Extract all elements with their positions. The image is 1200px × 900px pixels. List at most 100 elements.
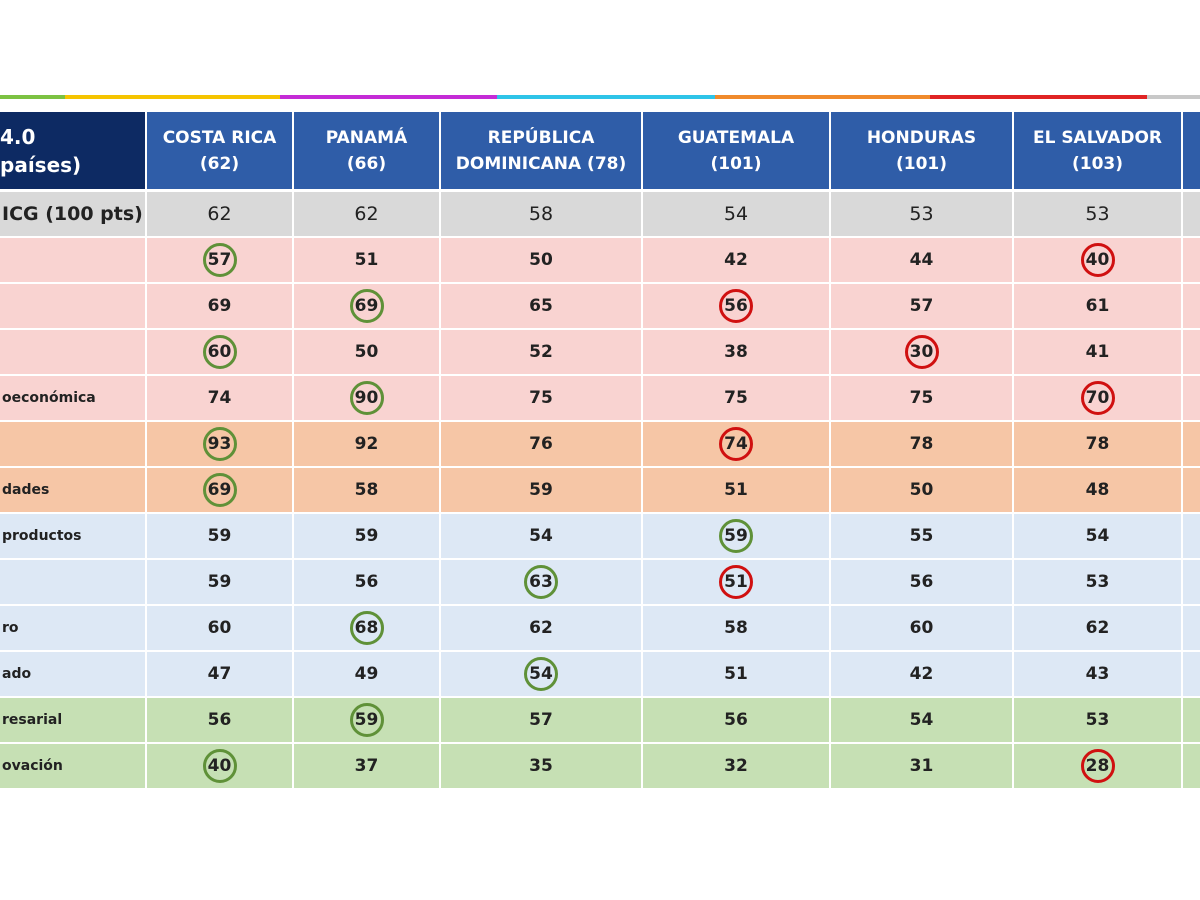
value: 56 xyxy=(724,710,748,730)
value-cell: 65 xyxy=(441,284,641,328)
value-cell: 41 xyxy=(1014,330,1181,374)
value-cell: 62 xyxy=(147,192,292,236)
value-cell: 48 xyxy=(1014,468,1181,512)
value-cell: 51 xyxy=(294,238,439,282)
highlight-circle xyxy=(719,427,753,461)
value: 54 xyxy=(529,526,553,546)
value-cell: 44 xyxy=(831,238,1012,282)
column-header xyxy=(1183,112,1200,189)
value-cell: 51 xyxy=(643,652,829,696)
value: 78 xyxy=(1085,434,1110,454)
highlight-circle xyxy=(202,427,237,461)
value: 62 xyxy=(529,618,553,638)
value-cell: 54 xyxy=(643,192,829,236)
row-label xyxy=(0,560,145,604)
value-cell: 78 xyxy=(1014,422,1181,466)
highlight-circle xyxy=(349,611,384,645)
row-label: ro xyxy=(0,606,145,650)
value-cell: 56 xyxy=(643,698,829,742)
value: 65 xyxy=(529,296,553,316)
highlight-circle xyxy=(349,289,384,323)
value: 59 xyxy=(207,572,232,592)
value-cell: 43 xyxy=(1014,652,1181,696)
header-text: PANAMÁ xyxy=(325,127,408,148)
value: 62 xyxy=(207,203,232,225)
value-cell: 50 xyxy=(831,468,1012,512)
highlight-circle xyxy=(1080,243,1115,277)
column-header: REPÚBLICA DOMINICANA (78) xyxy=(441,112,641,189)
value-cell: 40 xyxy=(147,744,292,788)
value: 53 xyxy=(909,203,934,225)
value: 56 xyxy=(909,572,934,592)
highlight-circle xyxy=(524,565,558,599)
value-cell: 50 xyxy=(441,238,641,282)
header-text: GUATEMALA xyxy=(677,127,795,148)
value-cell: 42 xyxy=(831,652,1012,696)
row-label: ado xyxy=(0,652,145,696)
value: 55 xyxy=(909,526,934,546)
value-cell: 54 xyxy=(441,652,641,696)
highlight-circle xyxy=(202,749,237,783)
value-cell: 51 xyxy=(643,560,829,604)
corner-text: países) xyxy=(0,152,82,177)
value-cell: 59 xyxy=(147,514,292,558)
value-cell: 75 xyxy=(441,376,641,420)
value-cell xyxy=(1183,238,1200,282)
value-cell: 59 xyxy=(643,514,829,558)
value: 47 xyxy=(207,664,232,684)
value: 59 xyxy=(207,526,232,546)
row-label: resarial xyxy=(0,698,145,742)
value: 60 xyxy=(909,618,934,638)
value: 44 xyxy=(909,250,934,270)
value: 51 xyxy=(354,250,379,270)
value-cell: 55 xyxy=(831,514,1012,558)
value-cell: 54 xyxy=(831,698,1012,742)
value: 42 xyxy=(909,664,934,684)
column-header: COSTA RICA (62) xyxy=(147,112,292,189)
row-label xyxy=(0,422,145,466)
value-cell: 68 xyxy=(294,606,439,650)
value-cell: 49 xyxy=(294,652,439,696)
highlight-circle xyxy=(349,381,384,415)
value: 54 xyxy=(909,710,934,730)
value: 50 xyxy=(529,250,553,270)
value-cell: 51 xyxy=(643,468,829,512)
row-label: ICG (100 pts) xyxy=(0,192,145,236)
value: 60 xyxy=(207,618,232,638)
value: 57 xyxy=(529,710,553,730)
value: 42 xyxy=(724,250,748,270)
value-cell: 60 xyxy=(147,606,292,650)
value: 58 xyxy=(724,618,748,638)
highlight-circle xyxy=(719,565,753,599)
value: 37 xyxy=(354,756,379,776)
value-cell xyxy=(1183,514,1200,558)
value-cell: 70 xyxy=(1014,376,1181,420)
value: 57 xyxy=(909,296,934,316)
value-cell: 57 xyxy=(147,238,292,282)
value-cell: 69 xyxy=(147,468,292,512)
color-stripe xyxy=(65,95,280,99)
row-label: dades xyxy=(0,468,145,512)
highlight-circle xyxy=(202,335,237,369)
value-cell: 63 xyxy=(441,560,641,604)
header-text: HONDURAS xyxy=(866,127,977,148)
value-cell: 53 xyxy=(1014,560,1181,604)
value-cell: 74 xyxy=(643,422,829,466)
value: 50 xyxy=(909,480,934,500)
header-text: (101) xyxy=(710,153,762,174)
value-cell: 38 xyxy=(643,330,829,374)
corner-text: 4.0 xyxy=(0,124,36,149)
value: 62 xyxy=(354,203,379,225)
value: 54 xyxy=(1085,526,1110,546)
value-cell: 75 xyxy=(643,376,829,420)
value: 59 xyxy=(529,480,553,500)
value-cell: 58 xyxy=(294,468,439,512)
value-cell: 31 xyxy=(831,744,1012,788)
value-cell: 92 xyxy=(294,422,439,466)
value: 43 xyxy=(1085,664,1110,684)
header-text: (62) xyxy=(199,153,240,174)
color-stripe xyxy=(0,95,65,99)
value-cell: 56 xyxy=(147,698,292,742)
value-cell: 62 xyxy=(294,192,439,236)
row-label xyxy=(0,284,145,328)
